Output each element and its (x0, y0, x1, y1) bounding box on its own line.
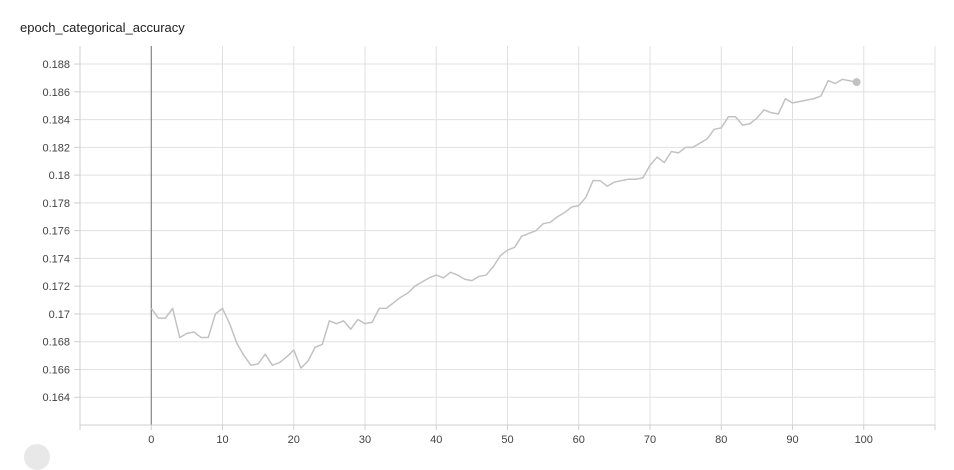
y-tick-label: 0.176 (42, 226, 70, 238)
x-tick-label: 20 (288, 434, 300, 446)
x-tick-label: 60 (573, 434, 585, 446)
y-tick-label: 0.17 (49, 309, 70, 321)
y-tick-label: 0.172 (42, 281, 70, 293)
chart-plot: 0.164 0.166 0.168 0.17 0.172 0.174 0.176 0.178 0… (42, 46, 936, 446)
x-tick-label: 80 (715, 434, 727, 446)
y-tick-label: 0.164 (42, 392, 70, 404)
last-point-marker (852, 78, 861, 87)
y-tick-label: 0.184 (42, 115, 70, 127)
y-tick-label: 0.168 (42, 337, 70, 349)
y-tick-label: 0.188 (42, 59, 70, 71)
series-line (150, 78, 857, 369)
y-tick-label: 0.166 (42, 364, 70, 376)
x-tick-label: 10 (216, 434, 228, 446)
tick-labels: 0.164 0.166 0.168 0.17 0.172 0.174 0.176 0.178 0… (42, 59, 872, 446)
axes (74, 46, 936, 430)
chart-title: epoch_categorical_accuracy (20, 20, 185, 35)
x-tick-label: 30 (359, 434, 371, 446)
series (150, 78, 861, 369)
x-tick-label: 50 (501, 434, 513, 446)
fit-domain-button[interactable] (24, 444, 50, 470)
y-tick-label: 0.18 (49, 170, 70, 182)
y-tick-label: 0.186 (42, 87, 70, 99)
x-tick-label: 90 (786, 434, 798, 446)
grid (79, 46, 936, 425)
x-tick-label: 0 (148, 434, 154, 446)
x-tick-label: 70 (644, 434, 656, 446)
x-tick-label: 100 (855, 434, 873, 446)
x-tick-label: 40 (430, 434, 442, 446)
y-tick-label: 0.174 (42, 253, 70, 265)
y-tick-label: 0.182 (42, 142, 70, 154)
y-tick-label: 0.178 (42, 198, 70, 210)
